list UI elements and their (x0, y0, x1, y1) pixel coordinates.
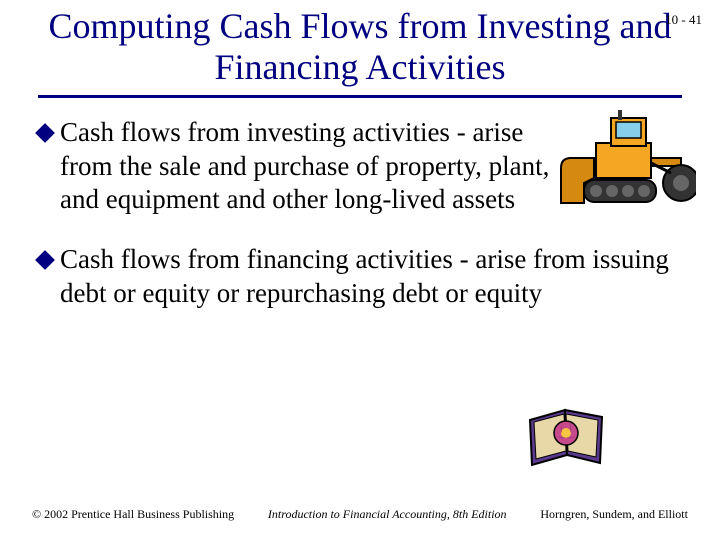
footer-left: © 2002 Prentice Hall Business Publishing (32, 507, 234, 522)
diamond-bullet-icon (35, 123, 55, 143)
page-number: 10 - 41 (665, 12, 702, 28)
bullet-text: Cash flows from investing activities - a… (60, 116, 550, 217)
bulldozer-clipart-icon (556, 108, 696, 218)
bullet-text: Cash flows from financing activities - a… (60, 243, 682, 311)
book-clipart-icon (520, 395, 615, 475)
footer-center: Introduction to Financial Accounting, 8t… (268, 507, 507, 522)
slide-title: Computing Cash Flows from Investing and … (0, 0, 720, 89)
bullet-lead: Cash flows from investing activities (60, 117, 450, 147)
bullet-item: Cash flows from financing activities - a… (38, 243, 682, 311)
footer: © 2002 Prentice Hall Business Publishing… (0, 507, 720, 522)
footer-right: Horngren, Sundem, and Elliott (540, 507, 688, 522)
bullet-lead: Cash flows from financing activities (60, 244, 453, 274)
diamond-bullet-icon (35, 250, 55, 270)
